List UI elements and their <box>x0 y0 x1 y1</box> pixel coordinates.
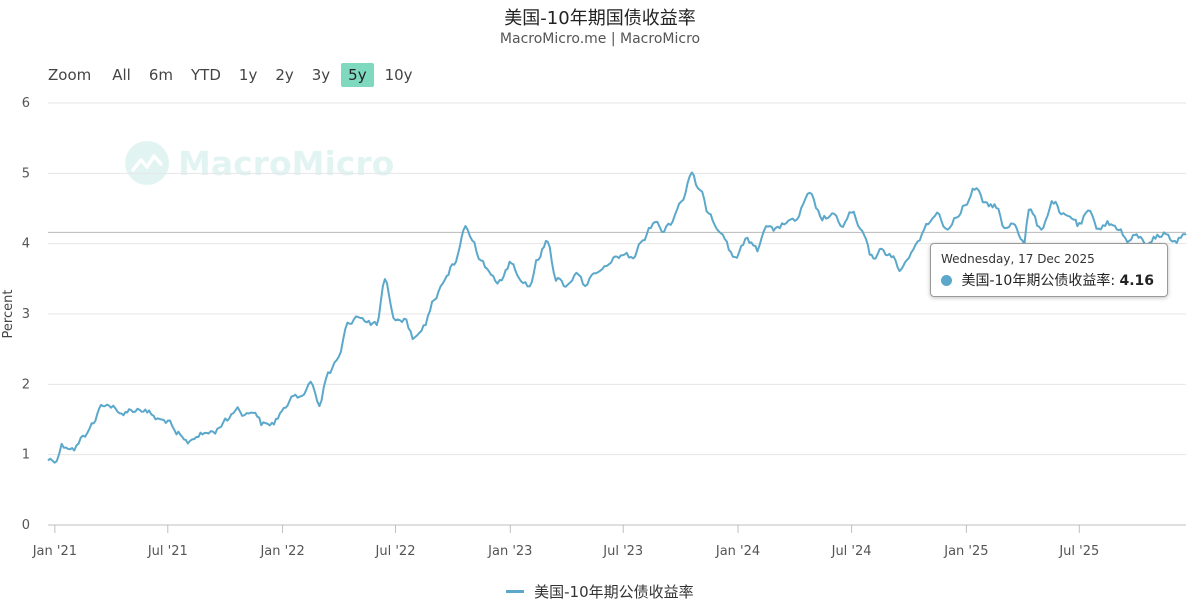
watermark-text: MacroMicro <box>178 143 395 183</box>
x-tick-label: Jul '23 <box>602 544 643 559</box>
x-tick-label: Jan '23 <box>487 544 532 559</box>
x-tick-label: Jan '24 <box>715 544 760 559</box>
series-line <box>47 171 1187 464</box>
x-tick-label: Jan '22 <box>259 544 304 559</box>
legend[interactable]: 美国-10年期公债收益率 <box>0 581 1200 602</box>
zoom-bar: Zoom All 6m YTD 1y 2y 3y 5y 10y <box>48 62 424 88</box>
zoom-button-ytd[interactable]: YTD <box>191 66 221 84</box>
y-axis-ticks: 0 1 2 3 4 5 6 <box>22 96 30 533</box>
y-tick-label: 4 <box>22 237 30 252</box>
zoom-button-10y[interactable]: 10y <box>384 66 413 84</box>
tooltip-value: 4.16 <box>1119 273 1155 289</box>
x-tick-label: Jul '22 <box>375 544 416 559</box>
y-tick-label: 0 <box>22 518 30 533</box>
chart-title: 美国-10年期国债收益率 <box>504 8 696 29</box>
tooltip: Wednesday, 17 Dec 2025 美国-10年期公债收益率: 4.1… <box>930 243 1168 297</box>
zoom-button-5y[interactable]: 5y <box>341 63 374 87</box>
tooltip-date: Wednesday, 17 Dec 2025 <box>941 252 1095 266</box>
y-axis-label: Percent <box>1 290 16 339</box>
y-tick-label: 6 <box>22 96 30 111</box>
legend-line-icon <box>506 590 525 593</box>
chart-subtitle: MacroMicro.me | MacroMicro <box>499 31 701 47</box>
legend-label: 美国-10年期公债收益率 <box>534 583 694 601</box>
watermark: MacroMicro <box>124 140 394 186</box>
zoom-button-3y[interactable]: 3y <box>311 66 331 84</box>
y-tick-label: 2 <box>22 377 30 392</box>
tooltip-row: 美国-10年期公债收益率: 4.16 <box>941 270 1154 290</box>
zoom-button-2y[interactable]: 2y <box>275 66 294 84</box>
x-axis: Jan '21 Jul '21 Jan '22 Jul '22 Jan '23 Jul '… <box>32 525 1099 559</box>
grid-lines <box>48 102 1186 526</box>
x-tick-label: Jul '21 <box>147 544 188 559</box>
y-tick-label: 5 <box>22 166 30 181</box>
zoom-button-all[interactable]: All <box>112 66 131 84</box>
y-tick-label: 1 <box>22 448 30 463</box>
x-tick-label: Jul '24 <box>831 544 872 559</box>
tooltip-series-dot-icon <box>941 275 952 286</box>
tooltip-series-label: 美国-10年期公债收益率: <box>961 273 1116 289</box>
y-tick-label: 3 <box>22 307 30 322</box>
zoom-button-6m[interactable]: 6m <box>148 66 174 84</box>
x-tick-label: Jul '25 <box>1058 544 1099 559</box>
watermark-logo-icon <box>125 141 169 185</box>
zoom-label: Zoom <box>48 66 92 84</box>
x-tick-label: Jan '21 <box>32 544 77 559</box>
zoom-button-1y[interactable]: 1y <box>238 66 258 84</box>
x-tick-label: Jan '25 <box>943 544 988 559</box>
